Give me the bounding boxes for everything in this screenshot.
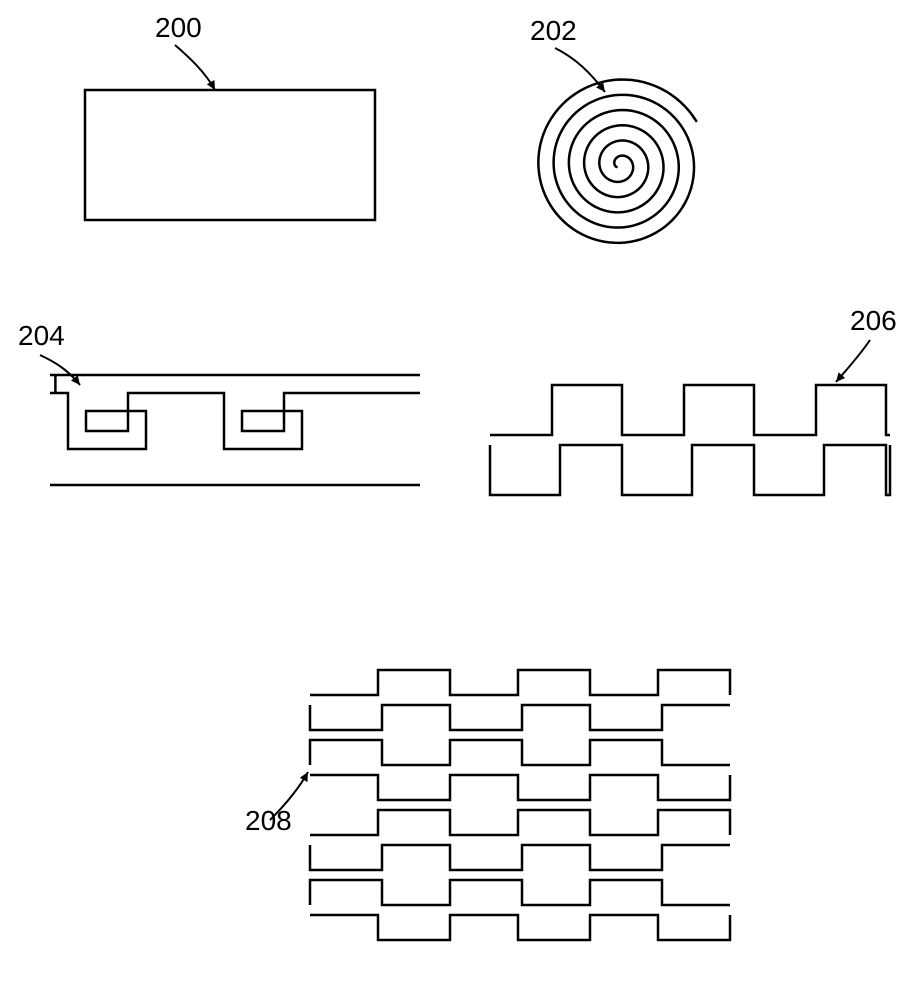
label-meander: 204 [18,320,80,385]
fig-stack-row3-top [310,880,730,905]
arrowhead [207,80,215,90]
diagram-canvas: 200 202 204 206 208 [0,0,923,1000]
label-rectangle: 200 [155,12,215,90]
fig-stack-row0-top [310,670,730,695]
fig-stack-row2-bottom [310,845,730,870]
fig-stack-row1-top [310,740,730,765]
ref-meander: 204 [18,320,65,351]
fig-rectangle [85,90,375,220]
fig-interdig-top [490,385,890,435]
leader-spiral [555,48,605,92]
ref-rectangle: 200 [155,12,202,43]
ref-interdigitated_stack: 208 [245,805,292,836]
fig-interdig-bottom [490,445,890,495]
fig-stack-row3-bottom [310,915,730,940]
fig-stack-row0-bottom [310,705,730,730]
fig-meander [50,393,420,449]
fig-stack-row1-bottom [310,775,730,800]
label-spiral: 202 [530,15,605,92]
label-interdigitated_stack: 208 [245,772,308,836]
ref-interdigitated: 206 [850,305,897,336]
fig-stack-row2-top [310,810,730,835]
fig-spiral [538,80,696,243]
ref-spiral: 202 [530,15,577,46]
label-interdigitated: 206 [836,305,897,382]
